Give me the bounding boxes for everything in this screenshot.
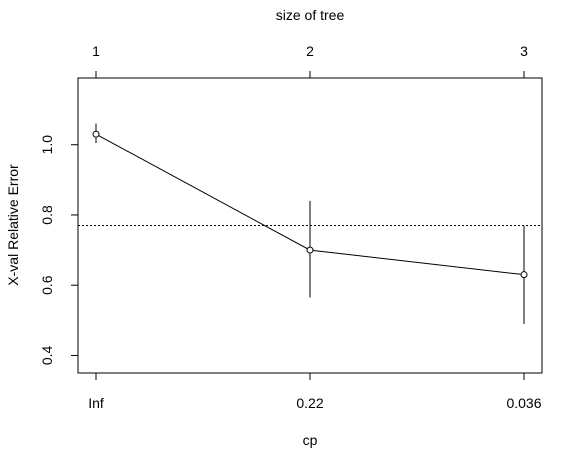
y-tick-label: 0.6: [39, 275, 55, 295]
data-point: [92, 130, 100, 138]
y-tick-label: 0.8: [39, 205, 55, 225]
y-axis-label: X-val Relative Error: [5, 164, 21, 286]
x-tick-label: Inf: [88, 395, 104, 411]
top-axis: 1 2 3: [92, 43, 528, 78]
x-axis-label: cp: [303, 432, 318, 448]
top-tick-label: 2: [306, 43, 314, 59]
x-tick-label: 0.22: [296, 395, 323, 411]
bottom-axis: Inf 0.22 0.036: [88, 373, 542, 411]
top-tick-label: 1: [92, 43, 100, 59]
data-point: [306, 246, 314, 254]
data-point: [520, 271, 528, 279]
data-points: [92, 130, 528, 279]
y-tick-label: 1.0: [39, 135, 55, 155]
left-axis: 0.4 0.6 0.8 1.0: [39, 135, 78, 365]
error-bars: [95, 123, 525, 324]
top-axis-label: size of tree: [276, 7, 345, 23]
y-tick-label: 0.4: [39, 345, 55, 365]
top-tick-label: 3: [520, 43, 528, 59]
x-tick-label: 0.036: [506, 395, 541, 411]
